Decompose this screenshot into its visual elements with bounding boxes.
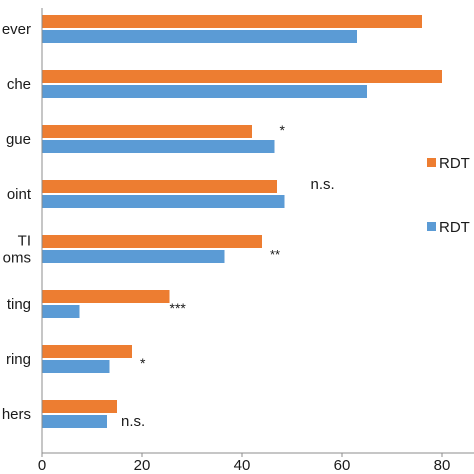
significance-label-7: n.s. xyxy=(121,413,145,430)
bar-blue-4 xyxy=(42,250,225,263)
category-label-3: oint xyxy=(7,186,32,203)
legend-swatch-0 xyxy=(427,158,436,167)
legend-label-0: RDT xyxy=(439,155,470,172)
x-tick-label-1: 20 xyxy=(134,457,151,474)
bar-blue-1 xyxy=(42,85,367,98)
significance-label-5: *** xyxy=(170,300,187,316)
category-label-7: hers xyxy=(2,406,31,423)
x-tick-label-0: 0 xyxy=(38,457,46,474)
category-label-1: che xyxy=(7,76,31,93)
category-label-6: ring xyxy=(6,351,31,368)
x-tick-label-4: 80 xyxy=(434,457,451,474)
bar-orange-3 xyxy=(42,180,277,193)
bar-blue-7 xyxy=(42,415,107,428)
category-label-4-0: TI xyxy=(18,233,31,250)
bar-orange-5 xyxy=(42,290,170,303)
x-tick-label-3: 60 xyxy=(334,457,351,474)
bar-blue-6 xyxy=(42,360,110,373)
significance-label-6: * xyxy=(140,355,146,371)
legend-swatch-1 xyxy=(427,222,436,231)
bar-orange-1 xyxy=(42,70,442,83)
bar-orange-6 xyxy=(42,345,132,358)
bar-blue-0 xyxy=(42,30,357,43)
bar-orange-7 xyxy=(42,400,117,413)
category-label-0: ever xyxy=(2,21,31,38)
category-label-4-1: oms xyxy=(3,250,31,267)
category-label-2: gue xyxy=(6,131,31,148)
x-tick-label-2: 40 xyxy=(234,457,251,474)
legend-label-1: RDT xyxy=(439,219,470,236)
bar-blue-5 xyxy=(42,305,80,318)
significance-label-3: n.s. xyxy=(311,176,335,193)
bar-blue-2 xyxy=(42,140,275,153)
significance-label-2: * xyxy=(280,122,286,138)
significance-label-4: ** xyxy=(270,247,280,262)
bar-orange-0 xyxy=(42,15,422,28)
category-label-5: ting xyxy=(7,296,31,313)
bar-blue-3 xyxy=(42,195,285,208)
bar-orange-2 xyxy=(42,125,252,138)
bar-orange-4 xyxy=(42,235,262,248)
